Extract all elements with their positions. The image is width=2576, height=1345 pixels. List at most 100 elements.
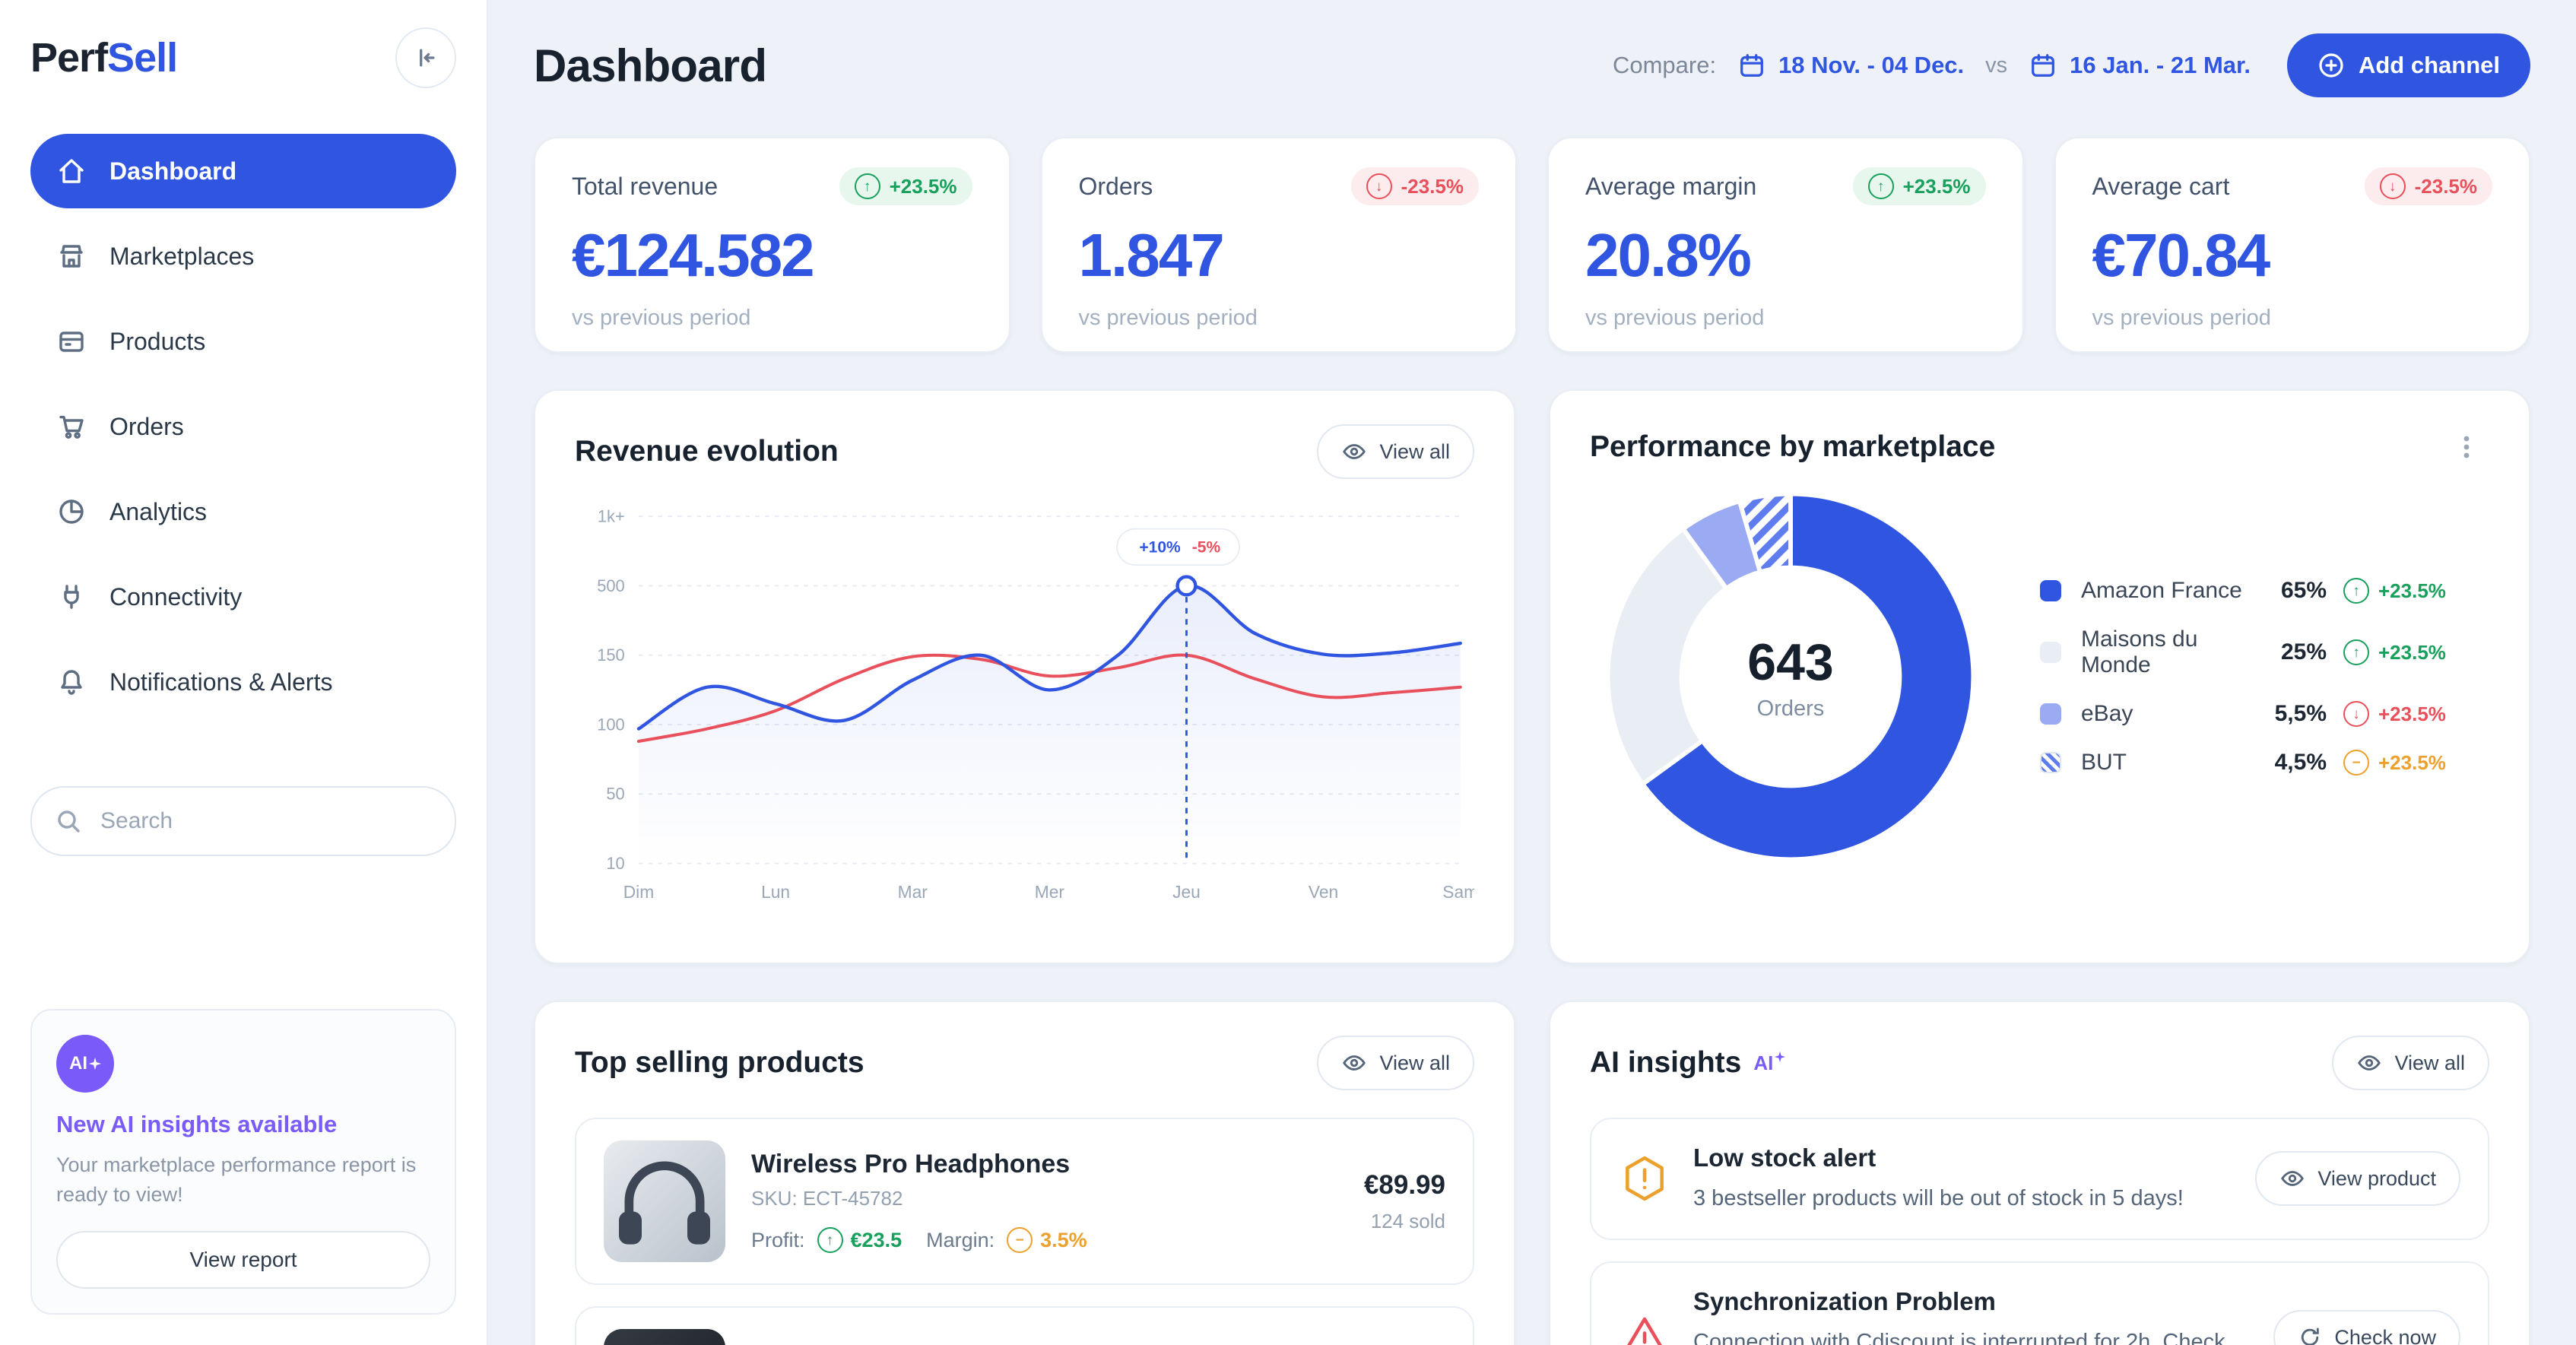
insights-card-title: AI insights AI	[1590, 1046, 1786, 1080]
cart-icon	[56, 411, 87, 442]
insights-title-text: AI insights	[1590, 1046, 1742, 1079]
trend-flat-icon: −	[1007, 1227, 1033, 1253]
alert-body: 3 bestseller products will be out of sto…	[1693, 1186, 2184, 1210]
brand-prefix: Perf	[30, 35, 108, 81]
sidebar-nav: Dashboard Marketplaces Products Orders	[30, 134, 456, 719]
legend-delta-value: +23.5%	[2378, 702, 2446, 725]
donut-legend: Amazon France 65% ↑ +23.5% Maisons du Mo…	[1982, 578, 2489, 776]
kpi-card-total-revenue: Total revenue ↑ +23.5% €124.582 vs previ…	[534, 137, 1010, 353]
add-channel-label: Add channel	[2358, 52, 2500, 78]
date-range-2[interactable]: 16 Jan. - 21 Mar.	[2029, 51, 2251, 80]
date-range-2-label: 16 Jan. - 21 Mar.	[2070, 52, 2251, 78]
view-all-label: View all	[2394, 1051, 2465, 1074]
insights-view-all-button[interactable]: View all	[2332, 1036, 2489, 1090]
ai-insights-card: AI insights AI View all	[1549, 1001, 2530, 1345]
view-report-button[interactable]: View report	[56, 1231, 430, 1289]
check-now-button[interactable]: Check now	[2273, 1310, 2460, 1345]
legend-delta: ↑ +23.5%	[2343, 639, 2483, 665]
legend-delta-value: +23.5%	[2378, 579, 2446, 602]
revenue-line-chart[interactable]: 10 50 100 150 500 1k+ Dim Lun Mar Mer Jeu Ven Sam +10…	[575, 494, 1474, 911]
trend-up-icon: ↑	[854, 173, 880, 199]
legend-item-ebay: eBay 5,5% ↓ +23.5%	[2040, 701, 2483, 727]
kpi-card-average-cart: Average cart ↓ -23.5% €70.84 vs previous…	[2054, 137, 2530, 353]
product-row-headphones[interactable]: Wireless Pro Headphones SKU: ECT-45782 P…	[575, 1118, 1474, 1285]
product-metrics: Profit: ↑ €23.5 Margin: − 3.5%	[751, 1227, 1338, 1253]
search-box	[30, 786, 456, 856]
profit-label: Profit:	[751, 1228, 805, 1251]
ai-insights-promo-card: AI New AI insights available Your market…	[30, 1008, 456, 1315]
kpi-label: Average margin	[1585, 172, 1757, 200]
svg-text:500: 500	[597, 576, 625, 595]
legend-delta-value: +23.5%	[2378, 750, 2446, 774]
bottom-row: Top selling products View all	[534, 1001, 2530, 1345]
products-view-all-button[interactable]: View all	[1317, 1036, 1474, 1090]
kpi-card-average-margin: Average margin ↑ +23.5% 20.8% vs previou…	[1547, 137, 2024, 353]
product-sold-count: 124 sold	[1370, 1209, 1445, 1232]
sidebar-item-dashboard[interactable]: Dashboard	[30, 134, 456, 208]
error-triangle-icon	[1619, 1312, 1670, 1345]
product-row-speaker[interactable]: SoundMax Speaker €129.99	[575, 1306, 1474, 1345]
profit-amount: €23.5	[850, 1228, 903, 1251]
product-sku: SKU: ECT-45782	[751, 1187, 903, 1210]
view-all-label: View all	[1379, 439, 1450, 463]
svg-text:Dim: Dim	[623, 882, 655, 902]
donut-svg	[1605, 491, 1976, 862]
sidebar-item-notifications[interactable]: Notifications & Alerts	[30, 645, 456, 719]
trend-down-icon: ↓	[2379, 173, 2406, 199]
kpi-subtitle: vs previous period	[1078, 306, 1258, 330]
sidebar-item-orders[interactable]: Orders	[30, 389, 456, 464]
sidebar: PerfSell Dashboard Marketplaces	[0, 0, 488, 1345]
svg-text:100: 100	[597, 715, 625, 734]
kpi-label: Orders	[1078, 172, 1153, 200]
view-product-button[interactable]: View product	[2255, 1151, 2460, 1207]
svg-text:10: 10	[606, 854, 624, 873]
vs-label: vs	[1985, 52, 2008, 78]
kebab-menu-icon[interactable]	[2444, 424, 2489, 470]
headphones-art	[619, 1161, 710, 1245]
brand-logo: PerfSell	[30, 34, 178, 81]
kpi-label: Average cart	[2092, 172, 2230, 200]
ai-glyph-label: AI	[1753, 1051, 1774, 1074]
trend-up-icon: ↑	[817, 1227, 843, 1253]
marketplace-donut-chart[interactable]: 643 Orders	[1599, 485, 1982, 868]
sidebar-item-marketplaces[interactable]: Marketplaces	[30, 219, 456, 293]
profit-value: ↑ €23.5	[817, 1227, 903, 1253]
sidebar-item-connectivity[interactable]: Connectivity	[30, 560, 456, 634]
revenue-view-all-button[interactable]: View all	[1317, 424, 1474, 479]
svg-text:Lun: Lun	[761, 882, 790, 902]
svg-text:Mar: Mar	[898, 882, 928, 902]
sidebar-item-products[interactable]: Products	[30, 304, 456, 379]
trend-up-icon: ↑	[1867, 173, 1894, 199]
bell-icon	[56, 667, 87, 697]
legend-delta: ↑ +23.5%	[2343, 578, 2483, 604]
legend-item-but: BUT 4,5% − +23.5%	[2040, 750, 2483, 776]
search-input[interactable]	[97, 807, 432, 836]
kpi-value: 20.8%	[1585, 221, 1752, 289]
home-icon	[56, 156, 87, 186]
sidebar-item-analytics[interactable]: Analytics	[30, 474, 456, 549]
kpi-delta-badge: ↑ +23.5%	[839, 167, 972, 205]
sidebar-header: PerfSell	[30, 27, 456, 88]
trend-up-icon: ↑	[2343, 639, 2369, 665]
compare-label: Compare:	[1612, 52, 1717, 78]
sidebar-collapse-button[interactable]	[395, 27, 456, 88]
add-channel-button[interactable]: Add channel	[2286, 33, 2530, 97]
kpi-card-orders: Orders ↓ -23.5% 1.847 vs previous period	[1040, 137, 1517, 353]
trend-down-icon: ↓	[1366, 173, 1392, 199]
legend-percent: 25%	[2280, 639, 2327, 665]
date-range-1[interactable]: 18 Nov. - 04 Dec.	[1737, 51, 1964, 80]
legend-name: Maisons du Monde	[2081, 627, 2198, 677]
svg-text:Sam: Sam	[1442, 882, 1474, 902]
product-name: Wireless Pro Headphones	[751, 1150, 1071, 1178]
svg-text:Ven: Ven	[1309, 882, 1338, 902]
svg-text:50: 50	[606, 785, 624, 804]
ai-sparkle-icon: AI	[1753, 1051, 1786, 1075]
revenue-evolution-card: Revenue evolution View all 10 50 100 150 500…	[534, 389, 1515, 964]
sidebar-item-label: Dashboard	[109, 157, 237, 185]
eye-icon	[2281, 1171, 2305, 1187]
legend-swatch	[2040, 642, 2061, 663]
sparkle-icon	[89, 1057, 101, 1070]
box-grid-icon	[56, 326, 87, 357]
revenue-card-title: Revenue evolution	[575, 435, 839, 468]
kpi-delta-value: -23.5%	[1401, 174, 1464, 198]
